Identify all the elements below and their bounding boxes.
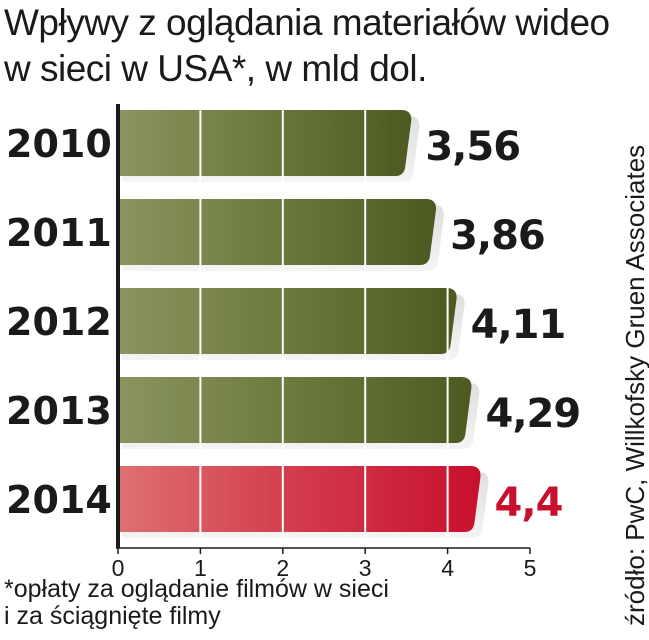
- value-label-2012: 4,11: [471, 302, 566, 348]
- value-label-2013: 4,29: [485, 391, 580, 437]
- chart-title-line-1: Wpływy z oglądania materiałów wideo: [4, 2, 610, 43]
- source-note: źródło: PwC, Willkofsky Gruen Associates: [620, 144, 649, 626]
- x-tick-label-0: 0: [112, 555, 125, 581]
- category-label-2010: 2010: [6, 122, 112, 166]
- bar-2011: [118, 199, 437, 265]
- value-label-2010: 3,56: [425, 124, 520, 170]
- category-label-2013: 2013: [6, 389, 112, 433]
- x-tick-label-4: 4: [441, 555, 454, 581]
- labels-layer: 2010 3,56 2011 3,86 2012 4,11 2013 4,29 2014 4,4: [6, 122, 581, 526]
- footnote-line-2: i za ściągnięte filmy: [4, 602, 221, 630]
- bar-2010: [118, 110, 412, 176]
- bar-2012: [118, 288, 457, 354]
- x-tick-label-5: 5: [524, 555, 537, 581]
- bar-2014: [118, 466, 481, 532]
- bars-layer: [118, 110, 481, 532]
- chart-title: Wpływy z oglądania materiałów wideo w si…: [4, 0, 610, 92]
- axis-layer: 0 1 2 3 4 5: [112, 104, 537, 581]
- grid-layer: [199, 104, 449, 548]
- x-tick-label-1: 1: [194, 555, 207, 581]
- bar-2013: [118, 377, 472, 443]
- footnote: *opłaty za oglądanie filmów w sieci i za…: [4, 576, 564, 630]
- x-tick-label-2: 2: [276, 555, 289, 581]
- category-label-2011: 2011: [6, 211, 112, 255]
- value-label-2014: 4,4: [495, 480, 563, 526]
- category-label-2014: 2014: [6, 478, 112, 522]
- value-label-2011: 3,86: [450, 213, 545, 259]
- x-tick-label-3: 3: [359, 555, 372, 581]
- category-label-2012: 2012: [6, 300, 112, 344]
- chart-title-line-2: w sieci w USA*, w mld dol.: [4, 48, 427, 89]
- footnote-line-1: *opłaty za oglądanie filmów w sieci: [4, 575, 389, 603]
